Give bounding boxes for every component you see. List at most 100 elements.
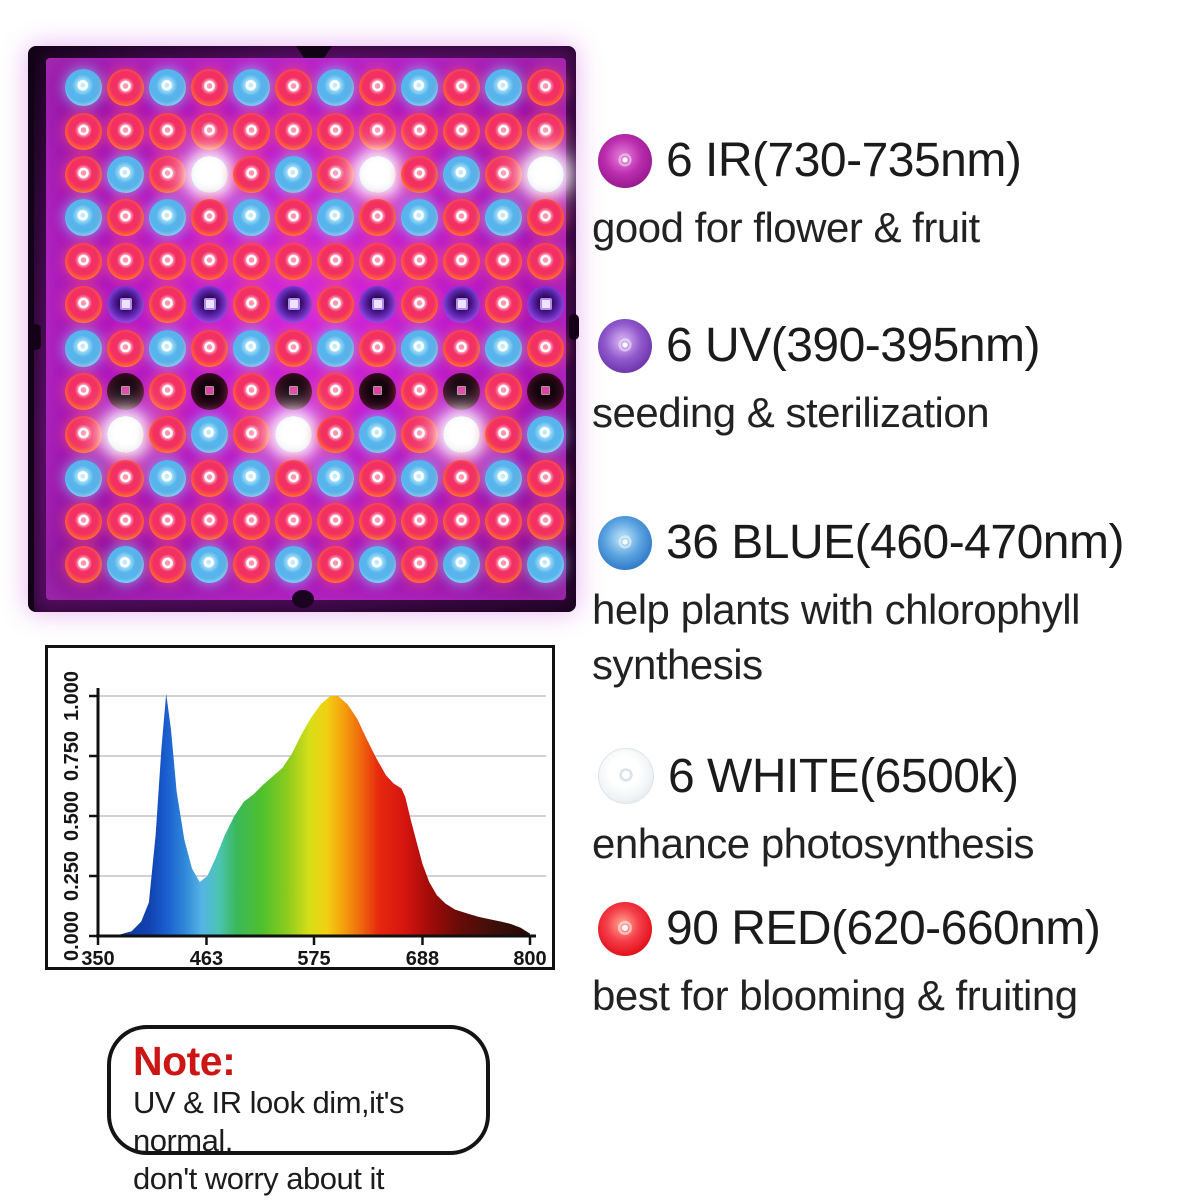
led-red <box>400 372 438 410</box>
led-red <box>484 155 522 193</box>
led-red <box>232 112 270 150</box>
led-blue <box>358 546 396 584</box>
led-uv <box>106 286 144 324</box>
led-red <box>316 416 354 454</box>
led-red <box>358 503 396 541</box>
y-tick-label: 1.000 <box>61 671 83 721</box>
led-blue <box>358 416 396 454</box>
spectrum-area <box>98 693 530 936</box>
led-blue <box>442 546 480 584</box>
led-red <box>190 329 228 367</box>
led-blue <box>148 329 186 367</box>
led-blue <box>274 155 312 193</box>
led-uv <box>190 286 228 324</box>
led-red <box>64 416 102 454</box>
legend-head-uv: 6 UV(390-395nm) <box>592 318 1200 373</box>
led-red <box>358 242 396 280</box>
led-red <box>274 503 312 541</box>
led-red <box>358 459 396 497</box>
spectrum-svg: 0.000 0.250 0.500 0.750 1.000 350 463 575 688 800 <box>61 671 547 967</box>
legend-title-ir: 6 IR(730-735nm) <box>666 134 1022 187</box>
led-red <box>274 69 312 107</box>
led-red <box>106 459 144 497</box>
led-red <box>148 286 186 324</box>
legend-item-ir: 6 IR(730-735nm) good for flower & fruit <box>592 133 1200 255</box>
y-tick-label: 0.250 <box>61 851 83 901</box>
led-red <box>316 372 354 410</box>
led-red <box>106 503 144 541</box>
led-ir <box>358 372 396 410</box>
led-red <box>484 503 522 541</box>
led-red <box>358 112 396 150</box>
legend-head-ir: 6 IR(730-735nm) <box>592 133 1200 188</box>
led-red <box>190 459 228 497</box>
led-red <box>274 112 312 150</box>
led-ir <box>190 372 228 410</box>
led-red <box>106 69 144 107</box>
legend-desc-red: best for blooming & fruiting <box>592 972 1078 1019</box>
led-red <box>316 546 354 584</box>
led-red <box>484 242 522 280</box>
note-box: Note: UV & IR look dim,it's normal. don'… <box>107 1025 490 1196</box>
led-red <box>316 286 354 324</box>
led-red <box>400 546 438 584</box>
led-uv <box>526 286 564 324</box>
x-tick-label: 800 <box>513 948 546 967</box>
led-red <box>316 112 354 150</box>
led-blue <box>64 69 102 107</box>
led-red <box>148 546 186 584</box>
led-red <box>148 155 186 193</box>
led-blue <box>316 69 354 107</box>
led-red <box>232 546 270 584</box>
led-blue <box>148 69 186 107</box>
legend-item-red: 90 RED(620-660nm) best for blooming & fr… <box>592 901 1200 1023</box>
x-tick-label: 463 <box>190 948 223 967</box>
led-red <box>526 503 564 541</box>
legend-item-uv: 6 UV(390-395nm) seeding & sterilization <box>592 318 1200 440</box>
led-red <box>400 242 438 280</box>
led-red <box>274 459 312 497</box>
led-red <box>148 242 186 280</box>
led-ir <box>442 372 480 410</box>
led-red <box>442 69 480 107</box>
led-white <box>358 155 396 193</box>
led-red <box>232 286 270 324</box>
red-led-icon <box>598 901 652 956</box>
led-blue <box>232 199 270 237</box>
legend-desc-uv: seeding & sterilization <box>592 389 990 436</box>
led-red <box>64 286 102 324</box>
led-red <box>526 69 564 107</box>
x-tick-label: 350 <box>81 948 114 967</box>
led-blue <box>190 416 228 454</box>
led-red <box>190 242 228 280</box>
led-ir <box>526 372 564 410</box>
led-red <box>64 242 102 280</box>
led-red <box>64 372 102 410</box>
led-blue <box>400 199 438 237</box>
led-red <box>484 416 522 454</box>
led-red <box>442 459 480 497</box>
led-white <box>274 416 312 454</box>
uv-led-icon <box>598 318 652 373</box>
led-red <box>64 155 102 193</box>
led-red <box>106 112 144 150</box>
led-red <box>526 329 564 367</box>
legend-item-blue: 36 BLUE(460-470nm) help plants with chlo… <box>592 515 1200 693</box>
led-red <box>400 112 438 150</box>
led-red <box>316 242 354 280</box>
y-tick-label: 0.000 <box>61 911 83 961</box>
led-red <box>316 155 354 193</box>
white-led-icon <box>598 748 654 804</box>
panel-tab-right <box>569 314 579 340</box>
led-red <box>190 503 228 541</box>
led-uv <box>442 286 480 324</box>
led-red <box>526 112 564 150</box>
led-blue <box>64 329 102 367</box>
led-blue <box>484 329 522 367</box>
led-red <box>526 459 564 497</box>
led-blue <box>316 199 354 237</box>
led-red <box>190 199 228 237</box>
led-ir <box>274 372 312 410</box>
led-red <box>232 155 270 193</box>
